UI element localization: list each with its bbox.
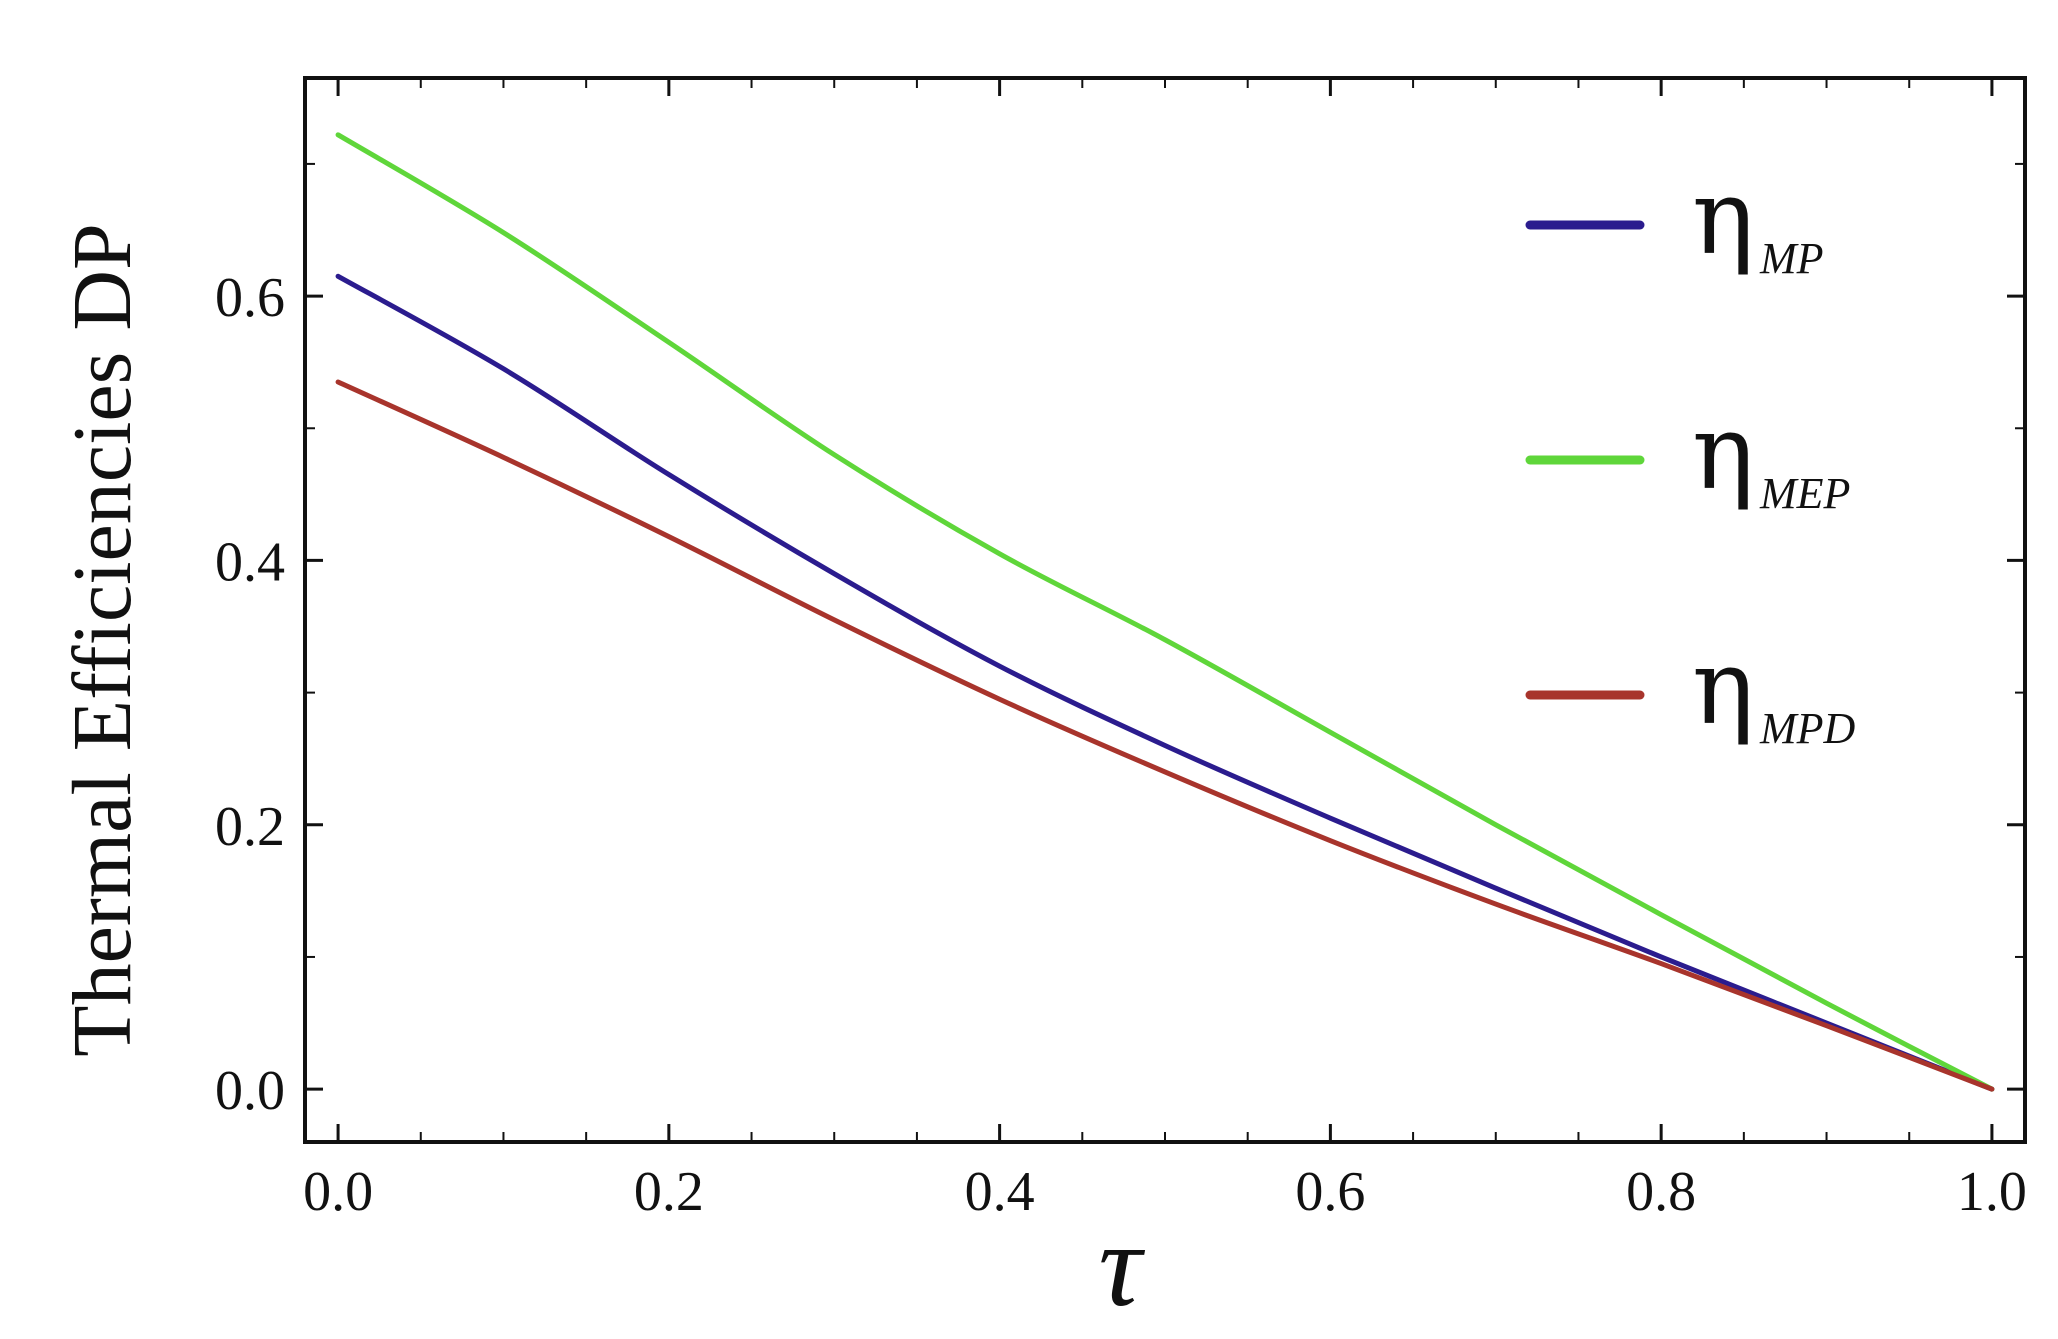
y-axis-title: Thermal Efficiencies DP [56, 223, 149, 1056]
y-tick-label: 0.2 [215, 796, 285, 858]
x-axis-title: τ [1099, 1198, 1146, 1331]
legend-subscript-mpd: MPD [1759, 704, 1856, 753]
x-tick-label: 0.0 [303, 1161, 373, 1223]
series-layer [335, 132, 1995, 1092]
series-line-mpd [335, 379, 1995, 1092]
legend-subscript-mep: MEP [1759, 469, 1850, 518]
labels-layer: 0.0 0.2 0.4 0.6 0.8 1.0 0.0 0.2 0.4 0.6 [215, 267, 2027, 1223]
legend-label-mep: η [1692, 391, 1754, 513]
legend-label-mpd: η [1692, 626, 1754, 748]
x-tick-label: 0.8 [1626, 1161, 1696, 1223]
x-tick-label: 1.0 [1957, 1161, 2027, 1223]
x-tick-label: 0.4 [965, 1161, 1035, 1223]
y-tick-label: 0.6 [215, 267, 285, 329]
legend-label-mp: η [1692, 156, 1754, 278]
legend-subscript-mp: MP [1759, 234, 1824, 283]
x-tick-label: 0.6 [1295, 1161, 1365, 1223]
series-line-mep [335, 132, 1995, 1092]
y-tick-label: 0.4 [215, 531, 285, 593]
x-tick-label: 0.2 [634, 1161, 704, 1223]
y-tick-label: 0.0 [215, 1060, 285, 1122]
ticks-layer [305, 78, 2025, 1142]
series-line-mp [335, 273, 1995, 1092]
